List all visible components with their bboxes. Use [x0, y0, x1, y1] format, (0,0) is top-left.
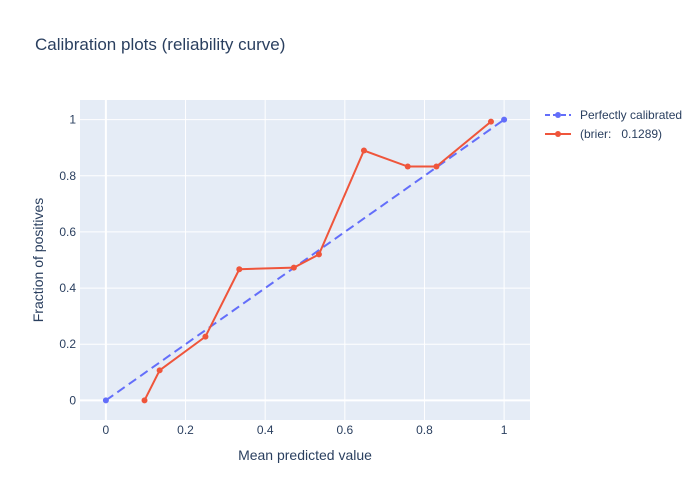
y-tick-label: 0.8	[59, 169, 76, 183]
data-point	[202, 333, 209, 340]
series-layer	[102, 116, 508, 404]
tick-labels: 0 0.2 0.4 0.6 0.8 1 0 0.2 0.4 0.6 0.8 1	[59, 113, 507, 437]
data-point	[487, 118, 494, 125]
data-point	[501, 116, 508, 123]
legend[interactable]: Perfectly calibrated (brier: 0.1289)	[545, 108, 682, 141]
legend-label: Perfectly calibrated	[580, 108, 682, 122]
y-tick-label: 0	[69, 393, 76, 407]
legend-item[interactable]: Perfectly calibrated	[545, 108, 682, 122]
data-point	[290, 264, 297, 271]
y-tick-label: 1	[69, 113, 76, 127]
data-point	[433, 163, 440, 170]
chart-title: Calibration plots (reliability curve)	[35, 35, 285, 54]
grid	[80, 100, 530, 420]
x-tick-label: 0	[103, 423, 110, 437]
x-axis-title: Mean predicted value	[238, 447, 372, 463]
legend-item[interactable]: (brier: 0.1289)	[545, 127, 662, 141]
legend-label: (brier: 0.1289)	[580, 127, 662, 141]
data-point	[156, 367, 163, 374]
x-tick-label: 0.8	[416, 423, 433, 437]
legend-marker	[555, 112, 561, 118]
y-tick-label: 0.6	[59, 225, 76, 239]
x-tick-label: 0.6	[336, 423, 353, 437]
y-tick-label: 0.4	[59, 281, 76, 295]
data-point	[404, 163, 411, 170]
y-axis-title: Fraction of positives	[30, 198, 46, 323]
data-point	[315, 251, 322, 258]
legend-marker	[555, 131, 561, 137]
y-tick-label: 0.2	[59, 337, 76, 351]
data-point	[141, 397, 148, 404]
x-tick-label: 1	[501, 423, 508, 437]
x-tick-label: 0.4	[257, 423, 274, 437]
data-point	[102, 397, 109, 404]
data-point	[360, 147, 367, 154]
series-line	[143, 120, 492, 401]
data-point	[236, 266, 243, 273]
x-tick-label: 0.2	[177, 423, 194, 437]
series-brier-curve	[141, 118, 494, 404]
